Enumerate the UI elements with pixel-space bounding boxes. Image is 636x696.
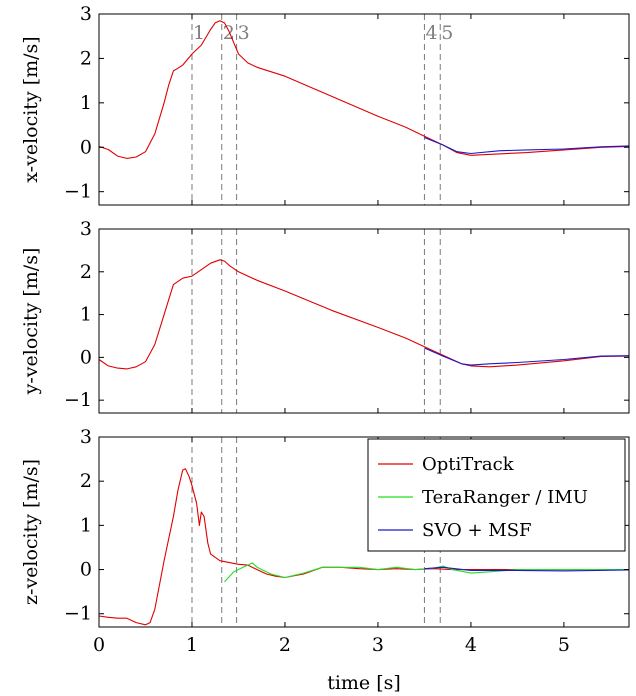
series-line-svo-msf bbox=[424, 566, 630, 572]
event-label: 5 bbox=[441, 22, 453, 44]
event-label: 1 bbox=[193, 22, 205, 44]
x-tick-label: 5 bbox=[558, 634, 570, 656]
x-tick-label: 1 bbox=[186, 634, 198, 656]
legend-entry: OptiTrack bbox=[422, 454, 515, 475]
x-axis-label: time [s] bbox=[327, 672, 401, 694]
plot-frame bbox=[98, 436, 630, 628]
x-tick-label: 3 bbox=[372, 634, 384, 656]
event-label: 3 bbox=[238, 22, 250, 44]
y-tick-label: −1 bbox=[64, 389, 92, 411]
y-axis-label: x-velocity [m/s] bbox=[20, 36, 42, 182]
legend-entry: TeraRanger / IMU bbox=[422, 487, 588, 508]
plot-frame bbox=[98, 228, 630, 414]
y-tick-label: −1 bbox=[64, 603, 92, 625]
y-tick-label: 2 bbox=[80, 470, 92, 492]
y-tick-label: 1 bbox=[80, 514, 92, 536]
series-line-svo-msf bbox=[424, 347, 630, 366]
y-tick-label: 2 bbox=[80, 47, 92, 69]
y-tick-label: 0 bbox=[80, 136, 92, 158]
series-line-teraranger-imu bbox=[224, 562, 629, 583]
y-tick-label: 2 bbox=[80, 261, 92, 283]
y-tick-label: 3 bbox=[80, 218, 92, 240]
y-tick-label: 3 bbox=[80, 3, 92, 25]
y-tick-label: 1 bbox=[80, 304, 92, 326]
chart-panel-2: −1 0 1 2 3 y-velocity [m/s] bbox=[20, 218, 630, 414]
y-axis-label: y-velocity [m/s] bbox=[20, 248, 42, 396]
y-axis-label: z-velocity [m/s] bbox=[20, 459, 42, 605]
y-tick-label: −1 bbox=[64, 181, 92, 203]
series-line-optitrack bbox=[98, 20, 630, 159]
y-tick-label: 1 bbox=[80, 92, 92, 114]
legend-box bbox=[367, 438, 626, 552]
plot-frame bbox=[98, 13, 630, 206]
x-tick-label: 4 bbox=[465, 634, 477, 656]
legend: OptiTrack TeraRanger / IMU SVO + MSF bbox=[367, 438, 626, 552]
series-line-svo-msf bbox=[424, 136, 630, 155]
y-tick-label: 3 bbox=[80, 426, 92, 448]
y-tick-label: 0 bbox=[80, 559, 92, 581]
y-tick-label: 0 bbox=[80, 346, 92, 368]
series-line-optitrack bbox=[98, 468, 629, 626]
x-tick-label: 0 bbox=[93, 634, 105, 656]
legend-entry: SVO + MSF bbox=[422, 520, 532, 541]
series-line-optitrack bbox=[98, 259, 630, 370]
x-tick-label: 2 bbox=[279, 634, 291, 656]
event-label: 4 bbox=[425, 22, 437, 44]
